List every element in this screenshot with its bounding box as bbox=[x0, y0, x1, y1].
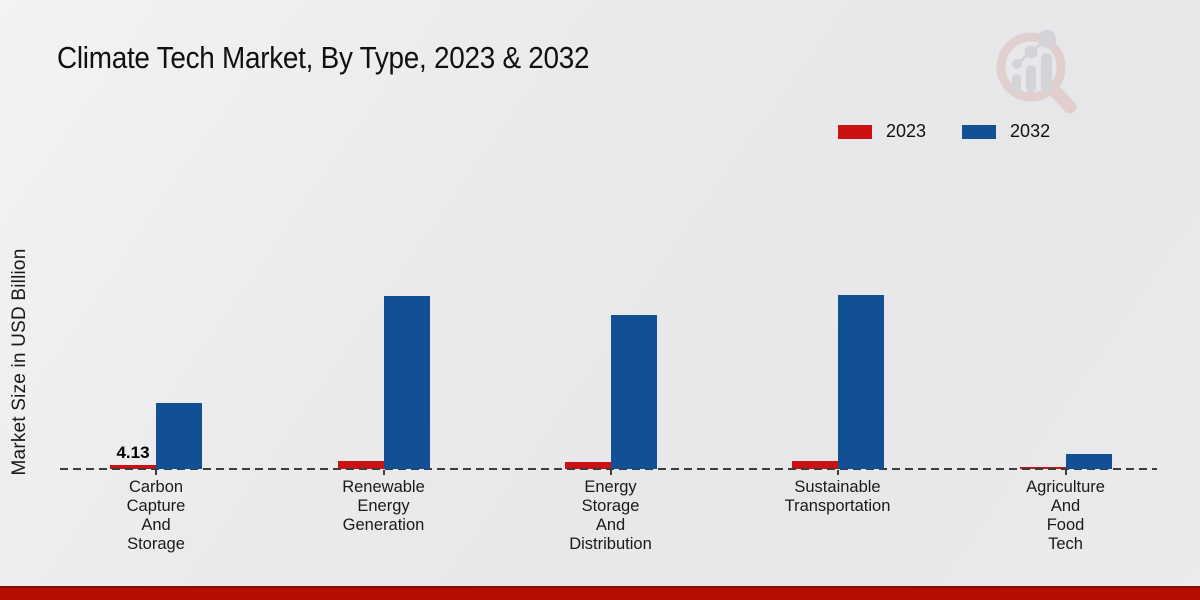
bar-2023-1 bbox=[337, 460, 384, 469]
bar-2023-3 bbox=[791, 460, 838, 469]
bar-value-label: 4.13 bbox=[116, 442, 150, 462]
bar-2023-4 bbox=[1019, 466, 1066, 469]
legend-item-2023: 2023 bbox=[838, 121, 926, 142]
bar-2032-0 bbox=[156, 403, 202, 469]
category-label: Sustainable Transportation bbox=[784, 478, 891, 515]
x-axis-tick bbox=[382, 470, 385, 475]
category-label: Renewable Energy Generation bbox=[342, 478, 425, 534]
legend: 2023 2032 bbox=[838, 121, 1050, 142]
category-label: Carbon Capture And Storage bbox=[126, 478, 186, 553]
x-axis-dashed-baseline bbox=[60, 468, 1157, 470]
bar-2023-2 bbox=[564, 462, 611, 469]
category-label: Energy Storage And Distribution bbox=[569, 478, 652, 553]
category-label: Agriculture And Food Tech bbox=[1026, 478, 1105, 553]
x-axis-tick bbox=[836, 470, 839, 475]
legend-label-2032: 2032 bbox=[1010, 121, 1051, 141]
legend-label-2023: 2023 bbox=[886, 121, 927, 141]
legend-item-2032: 2032 bbox=[962, 121, 1050, 142]
x-axis-tick bbox=[609, 470, 612, 475]
bottom-red-band bbox=[0, 586, 1200, 600]
x-axis-tick bbox=[155, 470, 157, 475]
legend-swatch-2023 bbox=[838, 124, 872, 139]
magnifier-bar-chart-logo-icon bbox=[996, 30, 1077, 114]
x-axis-tick bbox=[1064, 470, 1067, 475]
chart-title: Climate Tech Market, By Type, 2023 & 203… bbox=[57, 40, 590, 75]
bar-2032-3 bbox=[837, 294, 884, 469]
legend-swatch-2032 bbox=[962, 124, 997, 139]
bar-2032-4 bbox=[1065, 453, 1112, 469]
bar-2032-2 bbox=[610, 314, 657, 469]
bar-2032-1 bbox=[383, 296, 430, 469]
y-axis-label: Market Size in USD Billion bbox=[9, 248, 30, 476]
bar-2023-0 bbox=[110, 464, 156, 469]
